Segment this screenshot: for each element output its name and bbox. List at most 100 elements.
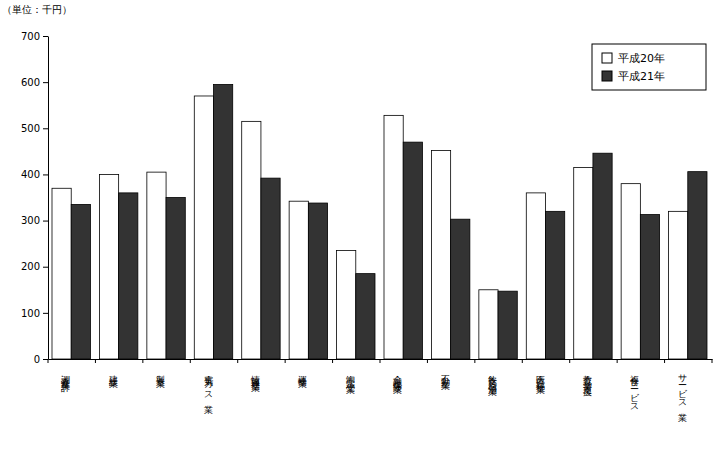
bar: [308, 203, 327, 359]
bar: [356, 274, 375, 359]
x-axis: 調査産業計 建設業 製造業 電気・ガス業 情報通信業 運輸業 卸売・小売業 金融・保険業 不動産…: [49, 360, 713, 424]
bar: [593, 153, 612, 359]
x-tick: 金融・保険業: [392, 368, 403, 395]
x-tick: 複合サービス: [628, 368, 640, 410]
bar: [214, 84, 233, 359]
bar: [119, 193, 138, 359]
category-divider: [617, 359, 618, 363]
bar: [688, 172, 707, 359]
y-tick-label: 400: [21, 169, 40, 180]
legend-frame: [592, 44, 706, 90]
legend-swatch: [602, 53, 612, 63]
x-tick: 情報通信業: [249, 368, 260, 393]
x-tick: 電気・ガス業: [201, 368, 213, 415]
x-tick-label: 複合サービス: [628, 368, 640, 410]
bars: [52, 84, 707, 359]
category-divider: [380, 359, 381, 363]
bar: [431, 150, 450, 359]
x-tick-label: 金融・保険業: [392, 368, 403, 395]
bar: [337, 251, 356, 359]
bar: [640, 215, 659, 359]
x-tick: 教育・学習支援: [581, 368, 592, 397]
x-tick: 卸売・小売業: [344, 368, 355, 395]
bar: [669, 211, 688, 359]
x-tick-label: 調査産業計: [60, 368, 71, 393]
x-tick: サービス業: [675, 368, 687, 423]
category-divider: [427, 359, 428, 363]
y-tick-mark: [43, 36, 48, 37]
x-tick: 建設業: [107, 368, 118, 389]
legend-swatch: [602, 71, 612, 81]
category-divider: [237, 359, 238, 363]
y-tick-mark: [43, 313, 48, 314]
category-divider: [95, 359, 96, 363]
x-tick-label: 教育・学習支援: [581, 368, 592, 397]
y-tick: 0: [34, 354, 48, 365]
y-tick: 200: [21, 261, 48, 272]
x-tick-label: 製造業: [155, 368, 166, 389]
x-tick-label: 建設業: [107, 368, 118, 389]
bar: [147, 172, 166, 359]
y-tick-label: 700: [21, 31, 40, 42]
category-divider: [569, 359, 570, 363]
x-tick-label: 飲食店・宿泊業: [487, 368, 498, 397]
y-tick: 300: [21, 215, 48, 226]
y-axis: 0 100 200 300 400 500 600 700: [21, 31, 49, 365]
x-tick: 飲食店・宿泊業: [487, 368, 498, 397]
category-divider: [712, 359, 713, 363]
y-tick: 700: [21, 31, 48, 42]
bar: [498, 291, 517, 359]
y-tick: 100: [21, 308, 48, 319]
x-tick: 運輸業: [297, 368, 308, 389]
chart: （単位：千円） 0 100 200 300 400 500 600 700 調査産業計 建設業 製造業…: [0, 0, 716, 449]
x-tick: 医療・福祉業: [534, 368, 545, 395]
x-tick: 不動産業: [439, 368, 450, 391]
x-tick: 製造業: [155, 368, 166, 389]
bar: [194, 96, 213, 359]
bar: [166, 198, 185, 360]
y-tick-mark: [43, 82, 48, 83]
bar: [261, 178, 280, 359]
bar: [242, 121, 261, 359]
x-tick-label: サービス業: [675, 368, 687, 423]
y-tick-label: 500: [21, 123, 40, 134]
y-tick-label: 600: [21, 77, 40, 88]
y-tick: 500: [21, 123, 48, 134]
y-tick-label: 200: [21, 261, 40, 272]
y-tick-label: 300: [21, 215, 40, 226]
x-tick-label: 卸売・小売業: [344, 368, 355, 395]
category-divider: [522, 359, 523, 363]
y-tick-mark: [43, 359, 48, 360]
category-divider: [190, 359, 191, 363]
legend-label: 平成20年: [618, 52, 665, 65]
bar: [621, 184, 640, 359]
bar: [71, 204, 90, 359]
x-tick-label: 不動産業: [439, 368, 450, 391]
bar: [479, 290, 498, 359]
x-tick-label: 医療・福祉業: [534, 368, 545, 395]
category-divider: [48, 359, 49, 363]
category-divider: [142, 359, 143, 363]
y-tick-label: 100: [21, 308, 40, 319]
bar: [451, 219, 470, 359]
category-divider: [474, 359, 475, 363]
x-tick-label: 運輸業: [297, 368, 308, 389]
x-tick-label: 情報通信業: [249, 368, 260, 393]
y-tick-label: 0: [34, 354, 40, 365]
bar: [384, 115, 403, 359]
x-tick: 調査産業計: [60, 368, 71, 393]
bar: [99, 174, 118, 359]
y-tick-mark: [43, 174, 48, 175]
y-tick-mark: [43, 128, 48, 129]
bar: [526, 193, 545, 359]
y-tick: 600: [21, 77, 48, 88]
bar: [289, 201, 308, 359]
y-tick-mark: [43, 221, 48, 222]
y-axis-line: [48, 37, 49, 360]
unit-label: （単位：千円）: [2, 4, 72, 15]
bar: [574, 168, 593, 359]
legend: 平成20年平成21年: [592, 44, 706, 90]
bar: [52, 188, 71, 359]
bar: [403, 142, 422, 359]
y-tick: 400: [21, 169, 48, 180]
